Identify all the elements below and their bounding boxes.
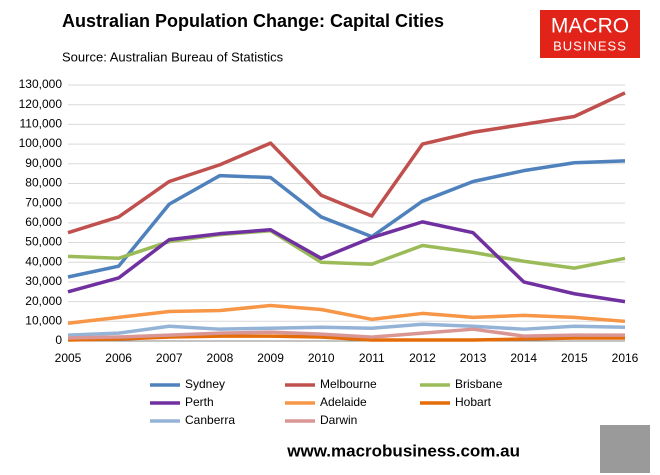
y-tick-label: 0 <box>55 333 62 347</box>
series-line <box>67 220 626 304</box>
x-tick-label: 2016 <box>612 351 639 365</box>
y-tick-label: 30,000 <box>25 274 62 288</box>
legend-label: Perth <box>185 395 214 409</box>
legend-label: Brisbane <box>455 377 503 391</box>
footer-website: www.macrobusiness.com.au <box>286 441 520 460</box>
y-tick-label: 40,000 <box>25 254 62 268</box>
x-tick-label: 2013 <box>460 351 487 365</box>
y-tick-label: 20,000 <box>25 294 62 308</box>
x-tick-label: 2009 <box>257 351 284 365</box>
y-tick-label: 10,000 <box>25 313 62 327</box>
legend-label: Sydney <box>185 377 225 391</box>
series-line <box>67 322 626 337</box>
y-tick-label: 70,000 <box>25 195 62 209</box>
x-tick-label: 2010 <box>308 351 335 365</box>
chart-title: Australian Population Change: Capital Ci… <box>62 11 444 31</box>
x-tick-label: 2011 <box>359 351 385 365</box>
x-tick-label: 2008 <box>207 351 234 365</box>
x-tick-label: 2006 <box>105 351 132 365</box>
logo-box <box>540 10 640 58</box>
logo-line1: MACRO <box>551 15 629 38</box>
series-line <box>67 327 625 340</box>
legend-label: Darwin <box>320 413 357 427</box>
y-tick-label: 100,000 <box>19 136 63 150</box>
y-tick-label: 110,000 <box>20 117 63 131</box>
x-tick-label: 2005 <box>55 351 82 365</box>
x-tick-label: 2014 <box>510 351 537 365</box>
series-line <box>67 334 625 342</box>
legend-label: Adelaide <box>320 395 367 409</box>
chart-subtitle: Source: Australian Bureau of Statistics <box>62 49 284 64</box>
y-tick-label: 90,000 <box>25 156 62 170</box>
y-tick-label: 120,000 <box>19 97 63 111</box>
series-line <box>67 91 626 235</box>
x-tick-label: 2007 <box>156 351 183 365</box>
y-tick-label: 50,000 <box>25 235 62 249</box>
x-tick-label: 2012 <box>409 351 436 365</box>
series-line <box>67 159 626 279</box>
y-tick-label: 80,000 <box>25 176 62 190</box>
x-tick-label: 2015 <box>561 351 588 365</box>
legend-label: Hobart <box>455 395 492 409</box>
wolf-logo <box>600 425 650 473</box>
legend-label: Canberra <box>185 413 235 427</box>
legend-label: Melbourne <box>320 377 377 391</box>
logo-line2: BUSINESS <box>553 38 627 53</box>
y-tick-label: 130,000 <box>19 77 63 91</box>
series-line <box>67 303 626 326</box>
y-tick-label: 60,000 <box>25 215 62 229</box>
